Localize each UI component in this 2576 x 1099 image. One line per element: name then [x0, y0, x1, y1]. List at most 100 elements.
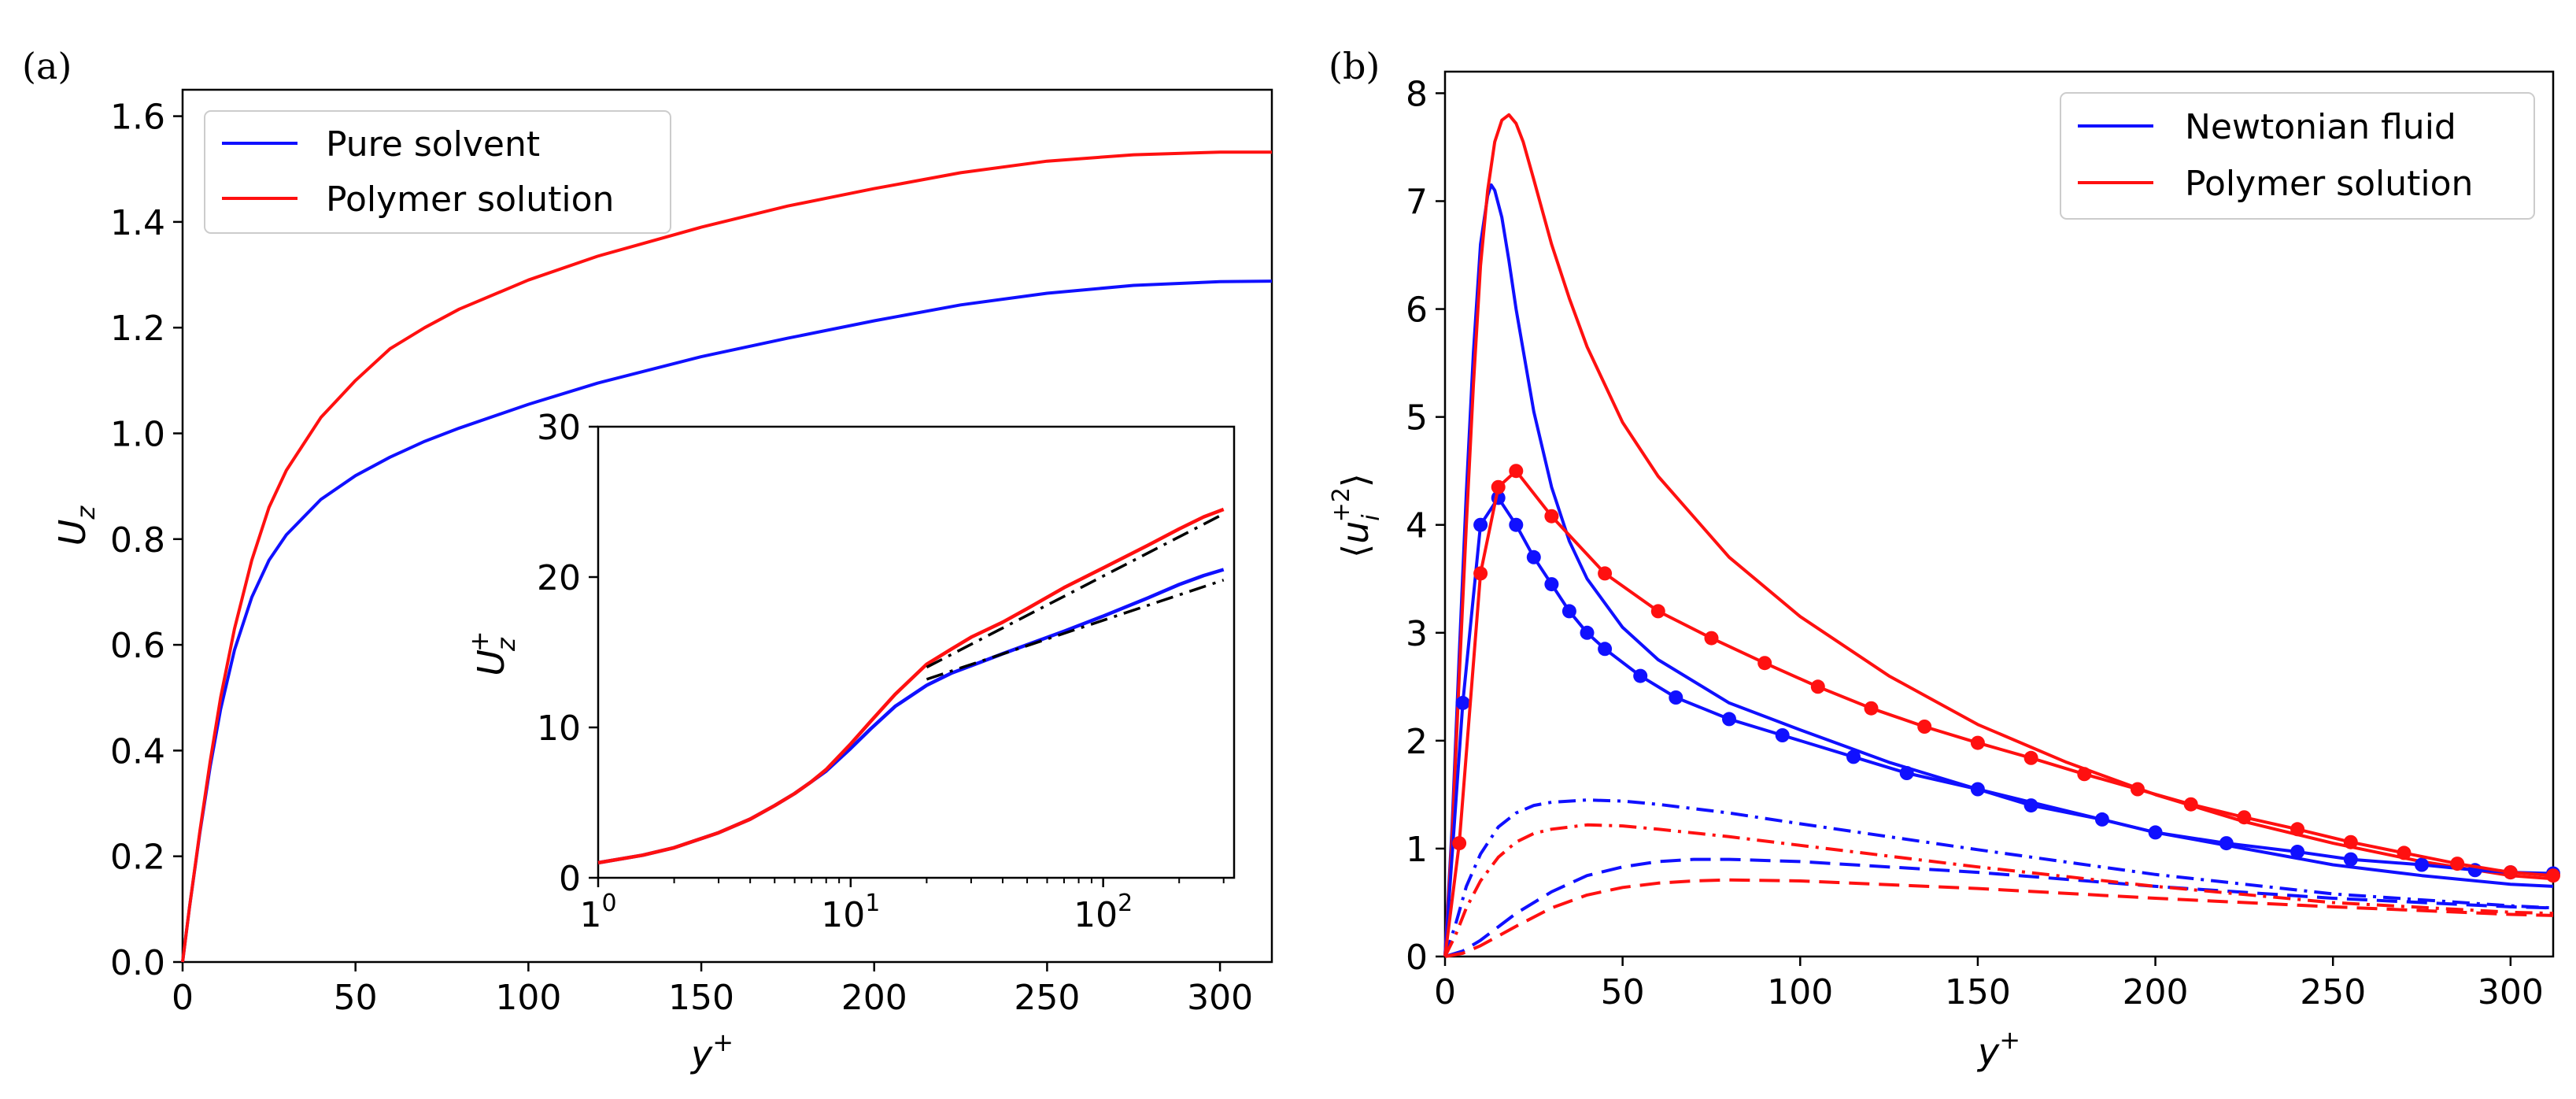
inset-x-axis: 10 101 102 — [579, 878, 1225, 935]
panel-b-y-axis: 0 1 2 3 4 5 6 7 8 — [1406, 74, 1445, 978]
panel-b-line-newtonian-spanwise — [1443, 798, 2554, 957]
panel-a-xtick-label: 100 — [495, 978, 561, 1018]
panel-b-line-newtonian-experiment — [1443, 496, 2554, 957]
panel-b-marker-newtonian-experiment — [1633, 668, 1648, 683]
panel-b-marker-polymer-experiment — [2290, 822, 2305, 837]
panel-a-ytick-label: 0.8 — [110, 520, 165, 561]
panel-b-xtick-label: 250 — [2300, 972, 2366, 1012]
legend-label-pure-solvent: Pure solvent — [326, 124, 540, 165]
panel-a-legend-box — [204, 110, 671, 234]
panel-b-marker-newtonian-experiment — [1970, 782, 1985, 797]
panel-a-xtick-label: 50 — [334, 978, 378, 1018]
inset-ytick-label: 30 — [537, 408, 581, 448]
panel-b-line-polymer-streamwise — [1443, 113, 2554, 957]
panel-a-ytick-label: 1.6 — [110, 98, 165, 138]
panel-a-x-axis: 0 50 100 150 200 250 300 — [172, 962, 1253, 1018]
panel-b-marker-newtonian-experiment — [2219, 836, 2234, 851]
inset-ylabel: Uz+ — [464, 631, 521, 675]
panel-b-ytick-label: 7 — [1406, 182, 1428, 222]
panel-b-xtick-label: 150 — [1945, 972, 2011, 1012]
panel-a-ylabel: Uz — [51, 505, 101, 546]
panel-b-xtick-label: 100 — [1767, 972, 1833, 1012]
panel-b-marker-newtonian-experiment — [1598, 642, 1613, 657]
panel-b-line-polymer-experiment — [1443, 469, 2554, 957]
panel-a-xlabel: y+ — [689, 1027, 734, 1075]
panel-b-marker-polymer-experiment — [1917, 720, 1932, 734]
inset-series — [597, 507, 1225, 865]
panel-a-y-axis: 0.0 0.2 0.4 0.6 0.8 1.0 1.2 1.4 1.6 — [110, 98, 183, 983]
inset-ytick-label: 0 — [559, 859, 581, 899]
panel-a-ytick-label: 0.6 — [110, 626, 165, 666]
panel-b-marker-polymer-experiment — [1452, 836, 1467, 851]
panel-b-marker-polymer-experiment — [2131, 782, 2145, 797]
panel-a-ytick-label: 0.4 — [110, 731, 165, 772]
panel-b-marker-polymer-experiment — [2503, 865, 2518, 880]
panel-a-ytick-label: 1.4 — [110, 203, 165, 243]
panel-b-marker-polymer-experiment — [1970, 735, 1985, 750]
panel-a-xtick-label: 150 — [668, 978, 734, 1018]
panel-b-marker-polymer-experiment — [1650, 604, 1665, 619]
panel-b-marker-newtonian-experiment — [2415, 857, 2429, 872]
legend-label-polymer-solution-b: Polymer solution — [2185, 164, 2473, 204]
panel-a-ytick-label: 0.0 — [110, 943, 165, 983]
panel-b-marker-newtonian-experiment — [1775, 728, 1790, 742]
panel-b-marker-polymer-experiment — [1544, 509, 1559, 524]
panel-a-xtick-label: 250 — [1014, 978, 1080, 1018]
panel-b-xtick-label: 50 — [1601, 972, 1645, 1012]
panel-b-marker-polymer-experiment — [2183, 797, 2198, 812]
panel-b-marker-newtonian-experiment — [1473, 517, 1488, 532]
panel-b-xtick-label: 200 — [2123, 972, 2189, 1012]
panel-b-line-newtonian-wall-normal — [1444, 857, 2554, 958]
panel-b-marker-polymer-experiment — [1473, 566, 1488, 581]
legend-label-polymer-solution-a: Polymer solution — [326, 179, 614, 220]
panel-b-series — [1443, 113, 2560, 958]
panel-b-marker-polymer-experiment — [1757, 656, 1772, 671]
panel-b-xtick-label: 300 — [2478, 972, 2544, 1012]
panel-b-ylabel: ⟨ui+2⟩ — [1328, 473, 1385, 558]
panel-a-ytick-label: 0.2 — [110, 838, 165, 878]
panel-b-ytick-label: 4 — [1406, 506, 1428, 546]
panel-b-marker-polymer-experiment — [2023, 750, 2038, 765]
panel-a-line-pure-solvent — [181, 279, 1273, 963]
panel-a-xtick-label: 300 — [1187, 978, 1253, 1018]
panel-b-x-axis: 0 50 100 150 200 250 300 — [1434, 957, 2544, 1012]
panel-b-marker-polymer-experiment — [2077, 767, 2092, 782]
panel-b-ytick-label: 5 — [1406, 398, 1428, 438]
panel-b-ytick-label: 8 — [1406, 74, 1428, 114]
panel-b-ytick-label: 0 — [1406, 938, 1428, 978]
panel-b-marker-newtonian-experiment — [2023, 798, 2038, 813]
panel-b-marker-newtonian-experiment — [1509, 517, 1524, 532]
panel-a-ytick-label: 1.2 — [110, 309, 165, 349]
panel-b-line-polymer-spanwise — [1443, 823, 2554, 957]
inset-ytick-label: 20 — [537, 558, 581, 598]
panel-b-marker-polymer-experiment — [2546, 868, 2560, 883]
panel-b-marker-polymer-experiment — [1864, 701, 1879, 716]
panel-b-xtick-label: 0 — [1434, 972, 1456, 1012]
panel-b-marker-newtonian-experiment — [2290, 845, 2305, 859]
panel-a-label: (a) — [22, 45, 72, 87]
panel-a-plot-frame — [181, 88, 1273, 964]
inset-xtick-label: 102 — [1074, 890, 1133, 935]
legend-label-newtonian-fluid: Newtonian fluid — [2185, 107, 2456, 147]
panel-b-marker-polymer-experiment — [1704, 631, 1719, 646]
panel-b-marker-polymer-experiment — [1810, 679, 1825, 694]
panel-b-marker-newtonian-experiment — [1846, 749, 1861, 764]
inset-line-log-law-fit-polymer — [926, 512, 1225, 669]
panel-b-marker-polymer-experiment — [1509, 464, 1524, 479]
panel-a-series — [181, 150, 1273, 963]
inset-xtick-label: 101 — [821, 890, 880, 935]
panel-b-marker-polymer-experiment — [1491, 479, 1506, 494]
panel-a-legend: Pure solvent Polymer solution — [204, 110, 671, 234]
panel-b-plot-frame — [1443, 70, 2555, 958]
panel-b-line-polymer-wall-normal — [1444, 878, 2554, 958]
panel-b-marker-newtonian-experiment — [2148, 825, 2163, 840]
panel-b-marker-newtonian-experiment — [2343, 852, 2358, 867]
panel-b-ytick-label: 6 — [1406, 290, 1428, 331]
panel-b-ytick-label: 3 — [1406, 614, 1428, 654]
panel-b-marker-polymer-experiment — [1598, 566, 1613, 581]
panel-b-marker-newtonian-experiment — [1669, 690, 1683, 705]
panel-b-marker-polymer-experiment — [2237, 810, 2252, 825]
panel-b-marker-newtonian-experiment — [1899, 766, 1914, 780]
